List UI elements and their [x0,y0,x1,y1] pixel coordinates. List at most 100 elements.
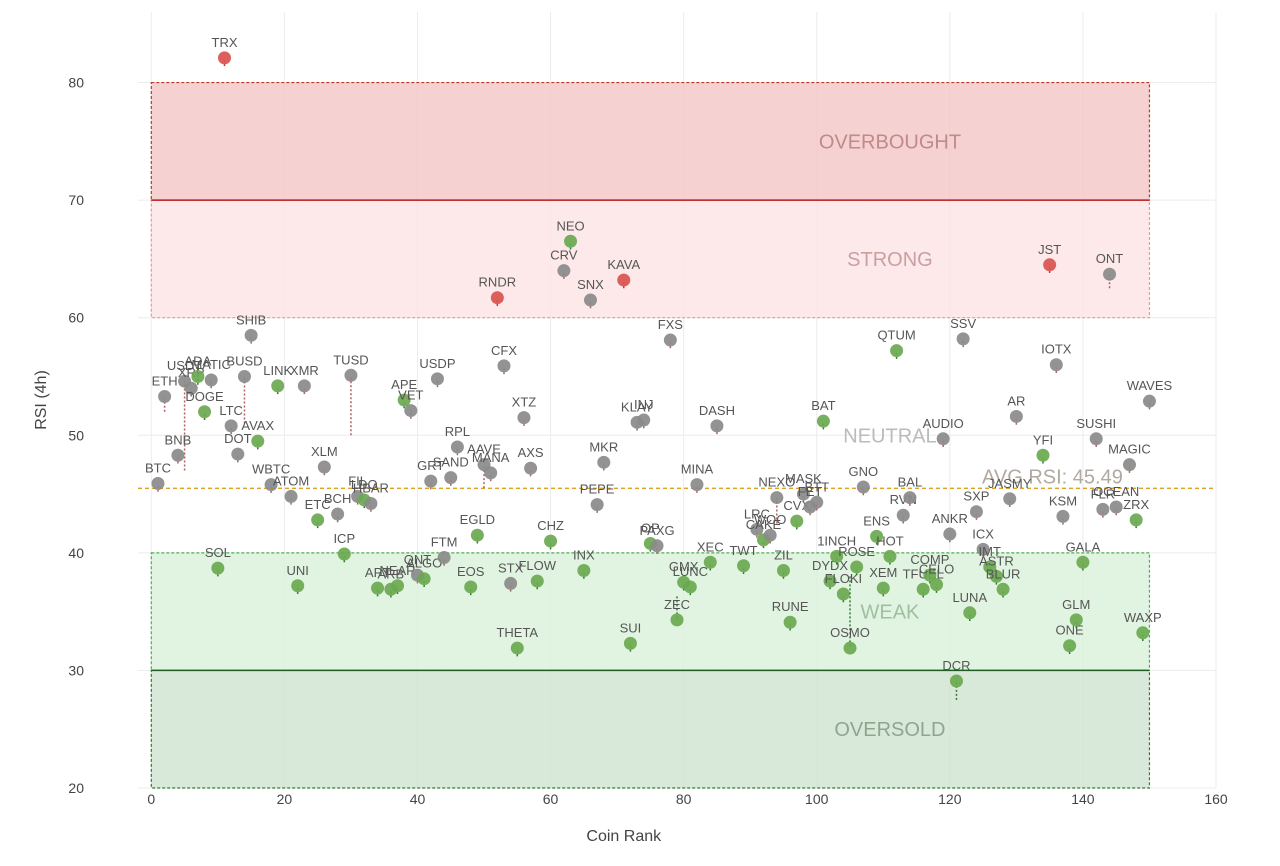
point-ape[interactable] [397,393,411,407]
point-egld[interactable] [470,528,484,542]
point-neo[interactable] [564,234,578,248]
point-iotx[interactable] [1049,358,1063,372]
point-icx[interactable] [976,542,990,556]
point-sxp[interactable] [969,505,983,519]
point-xtz[interactable] [517,411,531,425]
point-rose[interactable] [850,560,864,574]
point-icp[interactable] [337,547,351,561]
point-busd[interactable] [237,369,251,383]
point-bat[interactable] [816,414,830,428]
point-mina[interactable] [690,478,704,492]
point-flow[interactable] [530,574,544,588]
point-wbtc[interactable] [264,478,278,492]
point-ar[interactable] [1009,409,1023,423]
point-hbar[interactable] [364,496,378,510]
point-ankr[interactable] [943,527,957,541]
point-comp[interactable] [923,568,937,582]
point-mana[interactable] [484,466,498,480]
point-ens[interactable] [870,529,884,543]
point-xlm[interactable] [317,460,331,474]
point-xec[interactable] [703,555,717,569]
point-celo[interactable] [930,578,944,592]
point-near[interactable] [391,579,405,593]
point-avax[interactable] [251,434,265,448]
point-ksm[interactable] [1056,509,1070,523]
point-stx[interactable] [504,576,518,590]
point-rndr[interactable] [490,291,504,305]
point-dot[interactable] [231,447,245,461]
point-qtum[interactable] [890,344,904,358]
point-tusd[interactable] [344,368,358,382]
point-floki[interactable] [836,587,850,601]
point-bal[interactable] [903,491,917,505]
point-flr[interactable] [1096,502,1110,516]
point-sol[interactable] [211,561,225,575]
point-crv[interactable] [557,264,571,278]
point-pepe[interactable] [590,498,604,512]
point-axs[interactable] [524,461,538,475]
point-nexo[interactable] [770,491,784,505]
point-btt[interactable] [810,495,824,509]
point-rpl[interactable] [450,440,464,454]
point-snx[interactable] [583,293,597,307]
point-glm[interactable] [1069,613,1083,627]
point-mkr[interactable] [597,455,611,469]
point-cvx[interactable] [790,514,804,528]
point-kava[interactable] [617,273,631,287]
point-uni[interactable] [291,579,305,593]
point-one[interactable] [1063,639,1077,653]
point-dcr[interactable] [949,674,963,688]
point-mask[interactable] [796,487,810,501]
point-yfi[interactable] [1036,448,1050,462]
point-ont[interactable] [1103,267,1117,281]
point-sui[interactable] [623,636,637,650]
point-sand[interactable] [444,471,458,485]
point-xem[interactable] [876,581,890,595]
point-luna[interactable] [963,606,977,620]
point-ftm[interactable] [437,551,451,565]
point-algo[interactable] [417,572,431,586]
point-jasmy[interactable] [1003,492,1017,506]
point-doge[interactable] [198,405,212,419]
point-sushi[interactable] [1089,432,1103,446]
point-jst[interactable] [1043,258,1057,272]
point-blur[interactable] [996,582,1010,596]
point-zrx[interactable] [1129,513,1143,527]
point-eth[interactable] [158,389,172,403]
point-magic[interactable] [1122,458,1136,472]
point-matic[interactable] [204,373,218,387]
point-lrc[interactable] [750,522,764,536]
point-audio[interactable] [936,432,950,446]
point-astr[interactable] [989,569,1003,583]
point-ocean[interactable] [1109,500,1123,514]
point-trx[interactable] [218,51,232,65]
point-1inch[interactable] [830,549,844,563]
point-btc[interactable] [151,476,165,490]
point-dydx[interactable] [823,574,837,588]
point-twt[interactable] [737,559,751,573]
point-lunc[interactable] [683,580,697,594]
point-hot[interactable] [883,549,897,563]
point-eos[interactable] [464,580,478,594]
point-vet[interactable] [404,404,418,418]
point-paxg[interactable] [650,539,664,553]
point-xmr[interactable] [297,379,311,393]
point-apt[interactable] [371,581,385,595]
point-inj[interactable] [637,413,651,427]
point-bch[interactable] [331,507,345,521]
point-dash[interactable] [710,419,724,433]
point-gno[interactable] [856,480,870,494]
point-gala[interactable] [1076,555,1090,569]
point-atom[interactable] [284,489,298,503]
point-grt[interactable] [424,474,438,488]
point-link[interactable] [271,379,285,393]
point-theta[interactable] [510,641,524,655]
point-ada[interactable] [191,369,205,383]
point-usdp[interactable] [430,372,444,386]
point-inx[interactable] [577,563,591,577]
point-tfuel[interactable] [916,582,930,596]
point-waves[interactable] [1142,394,1156,408]
point-cfx[interactable] [497,359,511,373]
point-waxp[interactable] [1136,626,1150,640]
point-zec[interactable] [670,613,684,627]
